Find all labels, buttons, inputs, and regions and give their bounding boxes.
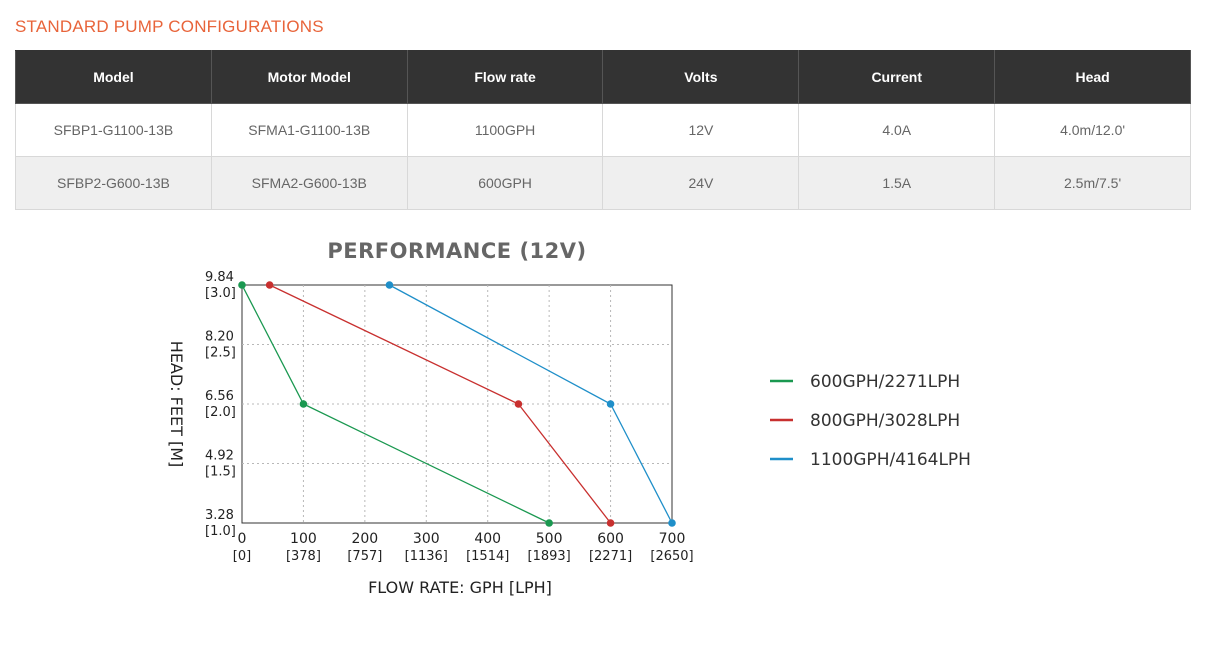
y-tick-sublabel: [2.0] — [205, 405, 236, 420]
series-line — [389, 284, 673, 524]
x-tick-label: 300 — [413, 531, 440, 547]
y-tick-label: 9.84 — [205, 270, 234, 285]
x-tick-label: 200 — [351, 531, 378, 547]
cell-flow-rate: 1100GPH — [406, 103, 604, 157]
chart-title: PERFORMANCE (12V) — [327, 239, 586, 263]
series-line — [269, 284, 612, 524]
x-tick-sublabel: [0] — [233, 549, 251, 564]
data-point — [265, 281, 274, 289]
legend-label: 800GPH/3028LPH — [810, 411, 960, 431]
column-header-head: Head — [994, 50, 1191, 104]
x-tick-sublabel: [378] — [286, 549, 321, 564]
column-header-current: Current — [798, 50, 996, 104]
x-axis-ticks: 0 [0] 100 [378] 200 [757] 300 [1136] 400 [1514] 50… — [233, 531, 694, 564]
data-point — [299, 400, 308, 408]
x-tick-sublabel: [1514] — [466, 549, 509, 564]
x-tick-sublabel: [1136] — [405, 549, 448, 564]
performance-chart: PERFORMANCE (12V) 9.84[3.0] 8.20[2.5] 6.56… — [167, 239, 971, 597]
data-point — [238, 281, 246, 289]
grid — [242, 285, 672, 523]
x-tick-label: 400 — [474, 531, 501, 547]
data-point — [514, 400, 523, 408]
x-tick-sublabel: [2271] — [589, 549, 632, 564]
legend-label: 1100GPH/4164LPH — [810, 450, 971, 470]
cell-flow-rate: 600GPH — [406, 156, 604, 210]
y-tick-label: 6.56 — [205, 389, 234, 404]
cell-motor-model: SFMA1-G1100-13B — [210, 103, 408, 157]
x-tick-sublabel: [2650] — [650, 549, 693, 564]
cell-current: 1.5A — [798, 156, 996, 210]
data-point — [606, 400, 615, 408]
legend-label: 600GPH/2271LPH — [810, 372, 960, 392]
y-axis-ticks: 9.84[3.0] 8.20[2.5] 6.56[2.0] 4.92[1.5] 3.28… — [205, 270, 236, 539]
x-tick-label: 500 — [536, 531, 563, 547]
y-tick-sublabel: [3.0] — [205, 286, 236, 301]
legend: 600GPH/2271LPH 800GPH/3028LPH 1100GPH/4164… — [770, 372, 971, 470]
y-tick-sublabel: [1.0] — [205, 524, 236, 539]
y-tick-label: 3.28 — [205, 508, 234, 523]
x-axis-label: FLOW RATE: GPH [LPH] — [368, 578, 552, 597]
x-tick-label: 100 — [290, 531, 317, 547]
cell-volts: 12V — [602, 103, 800, 157]
section-title: STANDARD PUMP CONFIGURATIONS — [15, 17, 324, 36]
cell-model: SFBP1-G1100-13B — [15, 103, 212, 157]
table-row: SFBP1-G1100-13B SFMA1-G1100-13B 1100GPH … — [15, 103, 1191, 157]
series-markers — [238, 281, 676, 527]
column-header-motor-model: Motor Model — [210, 50, 408, 104]
cell-volts: 24V — [602, 156, 800, 210]
cell-current: 4.0A — [798, 103, 996, 157]
x-tick-sublabel: [757] — [347, 549, 382, 564]
x-tick-label: 600 — [597, 531, 624, 547]
column-header-volts: Volts — [602, 50, 800, 104]
pump-config-table: Model Motor Model Flow rate Volts Curren… — [15, 50, 1191, 210]
y-tick-sublabel: [2.5] — [205, 346, 236, 361]
column-header-model: Model — [15, 50, 212, 104]
x-tick-label: 700 — [659, 531, 686, 547]
cell-motor-model: SFMA2-G600-13B — [210, 156, 408, 210]
data-point — [385, 281, 394, 289]
table-header-row: Model Motor Model Flow rate Volts Curren… — [15, 50, 1191, 104]
y-tick-label: 8.20 — [205, 330, 234, 345]
cell-model: SFBP2-G600-13B — [15, 156, 212, 210]
x-tick-sublabel: [1893] — [528, 549, 571, 564]
y-tick-sublabel: [1.5] — [205, 465, 236, 480]
x-tick-label: 0 — [238, 531, 247, 547]
data-point — [668, 519, 676, 527]
table-row: SFBP2-G600-13B SFMA2-G600-13B 600GPH 24V… — [15, 156, 1191, 210]
data-point — [606, 519, 615, 527]
cell-head: 4.0m/12.0' — [994, 103, 1191, 157]
data-point — [545, 519, 553, 527]
cell-head: 2.5m/7.5' — [994, 156, 1191, 210]
y-axis-label: HEAD: FEET [M] — [167, 341, 186, 467]
column-header-flow-rate: Flow rate — [406, 50, 604, 104]
y-tick-label: 4.92 — [205, 449, 234, 464]
